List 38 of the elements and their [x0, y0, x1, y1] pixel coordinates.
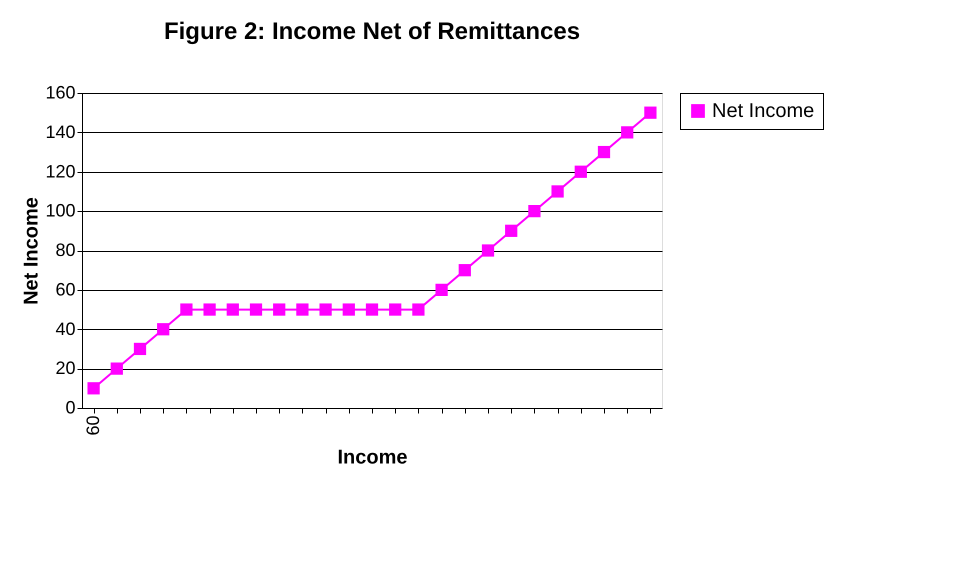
point: [134, 342, 146, 356]
point: [250, 303, 262, 316]
point: [598, 146, 610, 158]
point: [180, 303, 193, 316]
point: [528, 205, 541, 218]
point: [157, 323, 170, 336]
point: [482, 244, 494, 257]
y-tick-label: 80: [55, 240, 76, 260]
x-axis-title: Income: [337, 446, 408, 469]
point: [273, 303, 286, 316]
point: [574, 166, 587, 178]
point: [551, 185, 564, 198]
y-tick-label: 160: [45, 82, 76, 102]
y-tick-label: 20: [55, 358, 76, 378]
point: [87, 382, 100, 394]
y-tick-label: 120: [45, 161, 76, 182]
point: [412, 303, 425, 316]
y-tick-label: 100: [45, 200, 76, 221]
point: [458, 264, 471, 276]
y-tick-label: 140: [45, 122, 76, 142]
point: [226, 303, 239, 316]
point: [366, 303, 378, 316]
point: [110, 362, 123, 375]
y-tick-label: 60: [55, 279, 76, 300]
point: [621, 126, 634, 138]
point: [203, 303, 216, 316]
y-tick-label: 40: [55, 318, 76, 339]
point: [505, 224, 518, 237]
legend-label: Net Income: [712, 100, 814, 122]
point: [319, 303, 332, 316]
point: [389, 303, 402, 316]
chart-title: Figure 2: Income Net of Remittances: [164, 18, 580, 45]
point: [644, 106, 657, 119]
y-axis-title: Net Income: [20, 197, 42, 305]
point: [435, 284, 448, 296]
point: [342, 303, 355, 316]
y-tick-label: 0: [65, 398, 76, 418]
point: [296, 303, 309, 316]
